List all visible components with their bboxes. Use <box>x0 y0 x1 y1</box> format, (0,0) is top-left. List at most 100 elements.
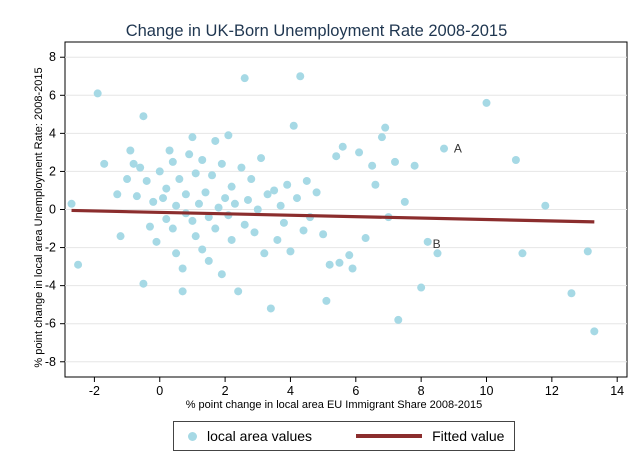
scatter-point <box>136 163 145 172</box>
scatter-point <box>279 218 288 227</box>
y-tick-label: 4 <box>49 126 56 140</box>
scatter-point <box>319 230 328 239</box>
x-tick-label: 8 <box>418 384 425 398</box>
scatter-point <box>217 159 226 168</box>
x-tick-label: -2 <box>89 384 100 398</box>
scatter-point <box>276 201 285 210</box>
scatter-point <box>142 176 151 185</box>
scatter-point <box>583 247 592 256</box>
scatter-point <box>145 222 154 231</box>
scatter-point <box>283 180 292 189</box>
y-tick-label: -8 <box>45 355 56 369</box>
scatter-point <box>266 304 275 313</box>
scatter-point <box>394 315 403 324</box>
scatter-point <box>243 195 252 204</box>
scatter-point <box>168 157 177 166</box>
scatter-point <box>348 264 357 273</box>
scatter-point <box>273 235 282 244</box>
y-tick-label: 2 <box>49 164 56 178</box>
scatter-point <box>116 232 125 241</box>
scatter-point <box>204 256 213 265</box>
x-tick-label: 0 <box>156 384 163 398</box>
scatter-point <box>123 175 132 184</box>
scatter-point <box>338 142 347 151</box>
scatter-point <box>211 136 220 145</box>
scatter-point <box>253 205 262 214</box>
scatter-point <box>162 184 171 193</box>
scatter-point <box>172 249 181 258</box>
scatter-point <box>270 186 279 195</box>
point-annotation: B <box>433 237 441 251</box>
x-tick-label: 2 <box>222 384 229 398</box>
legend-marker-dot-icon <box>188 431 197 441</box>
scatter-point <box>410 161 419 170</box>
scatter-point <box>237 163 246 172</box>
scatter-point <box>433 249 442 258</box>
scatter-point <box>590 327 599 336</box>
scatter-point <box>129 159 138 168</box>
x-tick-label: 12 <box>545 384 559 398</box>
y-tick-label: 6 <box>49 88 56 102</box>
scatter-point <box>191 232 200 241</box>
scatter-point <box>299 226 308 235</box>
scatter-point <box>263 190 272 199</box>
scatter-point <box>368 161 377 170</box>
scatter-point <box>541 201 550 210</box>
scatter-point <box>175 175 184 184</box>
scatter-point <box>260 249 269 258</box>
y-tick-label: 8 <box>49 50 56 64</box>
scatter-point <box>257 154 266 163</box>
scatter-point <box>381 123 390 132</box>
scatter-point <box>139 279 148 288</box>
x-axis-title: % point change in local area EU Immigran… <box>186 399 483 411</box>
y-tick-label: -4 <box>45 279 56 293</box>
scatter-point <box>423 237 432 246</box>
scatter-point <box>149 197 158 206</box>
scatter-point <box>211 224 220 233</box>
scatter-point <box>198 245 207 254</box>
scatter-point <box>296 72 305 81</box>
scatter-point <box>234 287 243 296</box>
scatter-point <box>93 89 102 98</box>
y-axis-title: % point change in local area Unemploymen… <box>33 67 45 367</box>
scatter-point <box>67 199 76 208</box>
legend-item-local-area-values: local area values <box>174 428 312 444</box>
scatter-point <box>139 112 148 121</box>
scatter-point <box>168 224 177 233</box>
scatter-point <box>361 234 370 243</box>
scatter-point <box>391 157 400 166</box>
scatter-point <box>132 192 141 201</box>
scatter-point <box>221 194 230 203</box>
scatter-point <box>400 197 409 206</box>
scatter-point <box>74 260 83 269</box>
scatter-point <box>289 121 298 130</box>
scatter-point <box>240 74 249 83</box>
scatter-point <box>155 167 164 176</box>
scatter-point <box>335 258 344 267</box>
legend-label-fitted-value: Fitted value <box>432 428 505 444</box>
scatter-point <box>152 237 161 246</box>
x-tick-label: 10 <box>480 384 494 398</box>
scatter-point <box>178 287 187 296</box>
scatter-point <box>302 176 311 185</box>
scatter-point <box>201 188 210 197</box>
scatter-point <box>312 188 321 197</box>
scatter-point <box>208 171 217 180</box>
legend-item-fitted-value: Fitted value <box>312 428 504 444</box>
fitted-line <box>71 208 595 224</box>
scatter-point <box>286 247 295 256</box>
scatter-point <box>165 146 174 155</box>
scatter-point <box>325 260 334 269</box>
scatter-point <box>172 201 181 210</box>
scatter-point <box>332 152 341 161</box>
scatter-point <box>224 131 233 140</box>
chart-title: Change in UK-Born Unemployment Rate 2008… <box>125 22 508 40</box>
scatter-point <box>227 235 236 244</box>
scatter-point <box>159 194 168 203</box>
x-tick-label: 6 <box>352 384 359 398</box>
scatter-point <box>198 156 207 165</box>
scatter-point <box>355 148 364 157</box>
scatter-point <box>322 296 331 305</box>
scatter-point <box>417 283 426 292</box>
